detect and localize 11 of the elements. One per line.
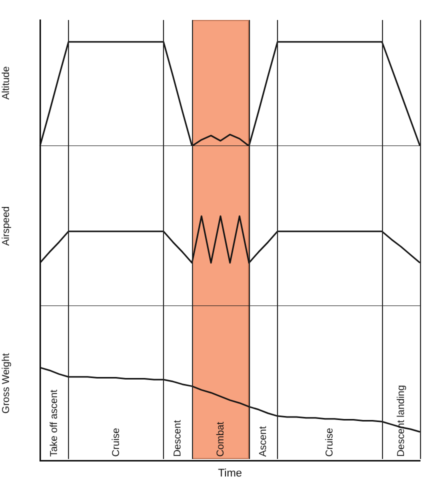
annotation: Ascent [258,426,269,457]
annotation: Cruise [110,427,122,457]
y-axis-title: Altitude [0,66,12,100]
y-axis-title: Airspeed [0,206,12,246]
y-axis-title: Gross Weight [0,352,12,414]
annotation: Cruise [324,427,336,457]
annotation: Take off ascent [49,390,60,457]
x-axis-title: Time [218,467,242,480]
annotation: Descent [172,420,184,457]
annotation: Combat [215,422,226,457]
annotation: Descent landing [396,385,407,457]
